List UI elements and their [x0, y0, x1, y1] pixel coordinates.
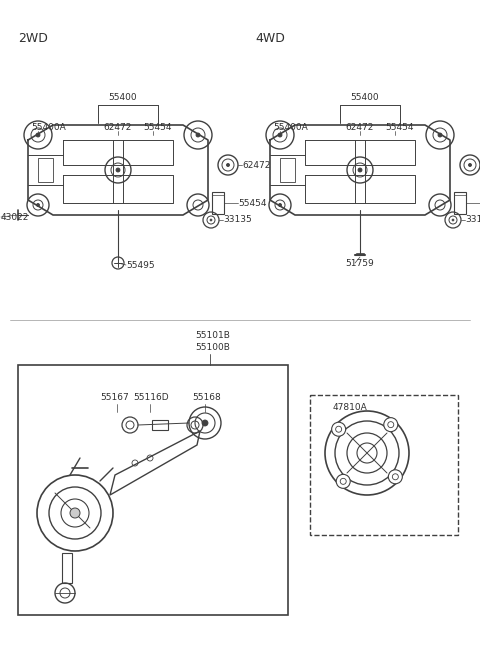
Circle shape [202, 420, 208, 426]
Text: 47810A: 47810A [333, 403, 368, 413]
Circle shape [36, 133, 40, 137]
Circle shape [358, 168, 362, 172]
Circle shape [227, 164, 229, 166]
Circle shape [468, 164, 471, 166]
Text: 55101B: 55101B [195, 331, 230, 339]
Text: 55100B: 55100B [195, 343, 230, 352]
Text: 55167: 55167 [100, 394, 129, 403]
Text: 33135: 33135 [465, 215, 480, 225]
Text: 62472: 62472 [345, 122, 373, 132]
Text: 62472: 62472 [103, 122, 132, 132]
Text: 55400A: 55400A [273, 122, 308, 132]
Circle shape [116, 168, 120, 172]
Circle shape [438, 133, 442, 137]
Bar [152, 420, 168, 430]
Bar [62, 553, 72, 583]
Text: 55400: 55400 [351, 92, 379, 102]
Bar [212, 192, 224, 214]
Circle shape [384, 418, 398, 432]
Circle shape [70, 508, 80, 518]
Text: 55400: 55400 [108, 92, 137, 102]
Text: 55116D: 55116D [133, 394, 168, 403]
Text: 55454: 55454 [238, 198, 266, 208]
Text: 4WD: 4WD [255, 31, 285, 45]
Text: 55400A: 55400A [31, 122, 66, 132]
Bar [280, 158, 295, 182]
Bar [38, 158, 53, 182]
Bar [18, 365, 288, 615]
Text: 33135: 33135 [223, 215, 252, 225]
Circle shape [388, 470, 402, 484]
Text: 62472: 62472 [242, 160, 270, 170]
Circle shape [278, 204, 281, 206]
Circle shape [210, 219, 212, 221]
Text: 55495: 55495 [126, 261, 155, 269]
Circle shape [196, 133, 200, 137]
Circle shape [336, 474, 350, 489]
Circle shape [452, 219, 454, 221]
Circle shape [36, 204, 39, 206]
Text: 55454: 55454 [385, 122, 413, 132]
Text: 43022: 43022 [1, 212, 29, 221]
Text: 51759: 51759 [345, 259, 374, 267]
Bar [454, 192, 466, 214]
Circle shape [278, 133, 282, 137]
Text: 55454: 55454 [143, 122, 171, 132]
Circle shape [332, 422, 346, 436]
Text: 55168: 55168 [192, 394, 221, 403]
Text: 2WD: 2WD [18, 31, 48, 45]
Bar [310, 395, 458, 535]
Polygon shape [110, 431, 200, 495]
